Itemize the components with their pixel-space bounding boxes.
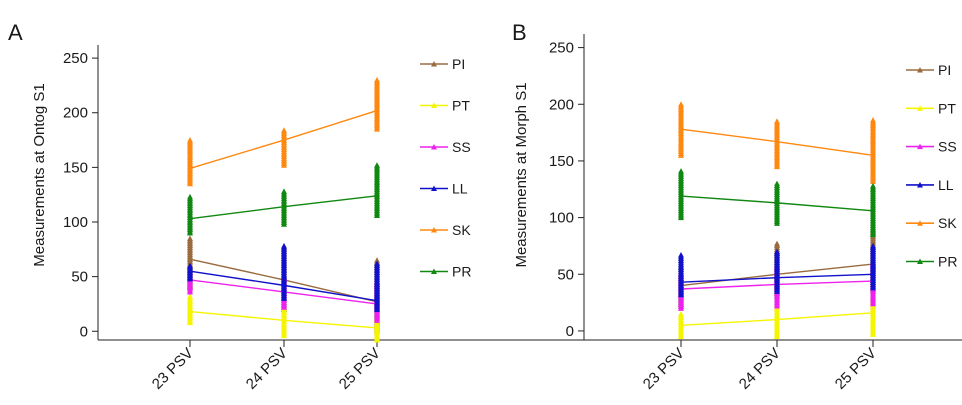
series-line bbox=[680, 312, 874, 326]
data-point bbox=[678, 168, 684, 174]
legend-marker bbox=[917, 181, 923, 188]
data-point bbox=[870, 242, 876, 249]
series-line bbox=[680, 128, 874, 156]
series-ll bbox=[678, 242, 876, 298]
legend-marker bbox=[431, 268, 437, 275]
data-point bbox=[678, 310, 684, 317]
data-point bbox=[678, 101, 684, 107]
legend-marker bbox=[917, 220, 923, 226]
y-tick-label: 100 bbox=[63, 214, 88, 231]
series-pr bbox=[187, 162, 380, 236]
legend-label: PR bbox=[938, 254, 957, 270]
series-sk bbox=[678, 101, 876, 184]
y-tick-label: 200 bbox=[549, 96, 574, 113]
data-point bbox=[374, 162, 380, 168]
data-point bbox=[774, 248, 780, 255]
x-tick-label: 25 PSV bbox=[832, 345, 880, 393]
legend-label: PI bbox=[938, 62, 951, 78]
series-line bbox=[189, 195, 378, 220]
series-pr bbox=[678, 168, 876, 238]
legend-marker bbox=[431, 185, 437, 192]
legend-label: SS bbox=[938, 139, 957, 155]
series-line bbox=[189, 109, 378, 170]
legend-marker bbox=[431, 102, 437, 109]
data-point bbox=[774, 180, 780, 187]
series-pt bbox=[678, 293, 876, 340]
data-point bbox=[870, 117, 876, 123]
panel-letter-a: A bbox=[8, 20, 23, 45]
legend-label: PI bbox=[452, 56, 465, 72]
data-point bbox=[281, 127, 287, 133]
y-axis-label: Measurements at Ontog S1 bbox=[31, 83, 48, 266]
legend-marker bbox=[917, 105, 923, 111]
legend-label: SK bbox=[452, 222, 471, 238]
x-tick-label: 23 PSV bbox=[640, 345, 688, 393]
x-tick-label: 24 PSV bbox=[243, 345, 291, 393]
y-tick-label: 250 bbox=[63, 50, 88, 67]
series-line bbox=[680, 273, 874, 283]
y-tick-label: 150 bbox=[63, 159, 88, 176]
y-tick-label: 0 bbox=[566, 323, 574, 340]
legend-label: PR bbox=[452, 264, 471, 280]
legend-marker bbox=[917, 258, 923, 265]
y-tick-label: 0 bbox=[80, 323, 88, 340]
legend-marker bbox=[917, 143, 923, 150]
data-point bbox=[374, 260, 380, 267]
data-point bbox=[774, 240, 780, 247]
x-tick-label: 24 PSV bbox=[736, 345, 784, 393]
data-point bbox=[281, 243, 287, 249]
series-line bbox=[189, 270, 378, 302]
data-point bbox=[187, 293, 193, 299]
data-point bbox=[774, 118, 780, 124]
x-tick-label: 25 PSV bbox=[336, 345, 384, 393]
legend-label: LL bbox=[938, 177, 954, 193]
legend-label: LL bbox=[452, 181, 468, 197]
data-point bbox=[374, 76, 380, 83]
legend-marker bbox=[431, 227, 437, 233]
legend-label: PT bbox=[452, 98, 470, 114]
legend-marker bbox=[431, 61, 437, 67]
data-point bbox=[187, 137, 193, 143]
panel-b: B Measurements at Morph S1 0 50 100 150 200 2… bbox=[512, 20, 962, 393]
y-axis-label: Measurements at Morph S1 bbox=[513, 82, 530, 267]
legend-label: SS bbox=[452, 139, 471, 155]
data-point bbox=[678, 252, 684, 258]
panel-letter-b: B bbox=[512, 20, 527, 45]
y-tick-label: 100 bbox=[549, 210, 574, 227]
data-point bbox=[187, 235, 193, 241]
series-line bbox=[680, 195, 874, 212]
data-point bbox=[187, 262, 193, 269]
y-tick-label: 200 bbox=[63, 105, 88, 122]
data-point bbox=[281, 188, 287, 194]
data-point bbox=[187, 193, 193, 200]
legend-label: SK bbox=[938, 215, 957, 231]
x-tick-label: 23 PSV bbox=[149, 345, 197, 393]
data-point bbox=[870, 182, 876, 189]
data-point bbox=[374, 257, 380, 263]
y-tick-label: 50 bbox=[71, 269, 88, 286]
legend-label: PT bbox=[938, 100, 956, 116]
series-line bbox=[189, 310, 378, 329]
series-ll bbox=[187, 243, 380, 312]
legend-marker bbox=[917, 67, 923, 73]
legend-marker bbox=[431, 144, 437, 150]
y-tick-label: 250 bbox=[549, 40, 574, 57]
y-tick-label: 50 bbox=[557, 266, 574, 283]
series-sk bbox=[187, 76, 380, 187]
y-tick-label: 150 bbox=[549, 153, 574, 170]
